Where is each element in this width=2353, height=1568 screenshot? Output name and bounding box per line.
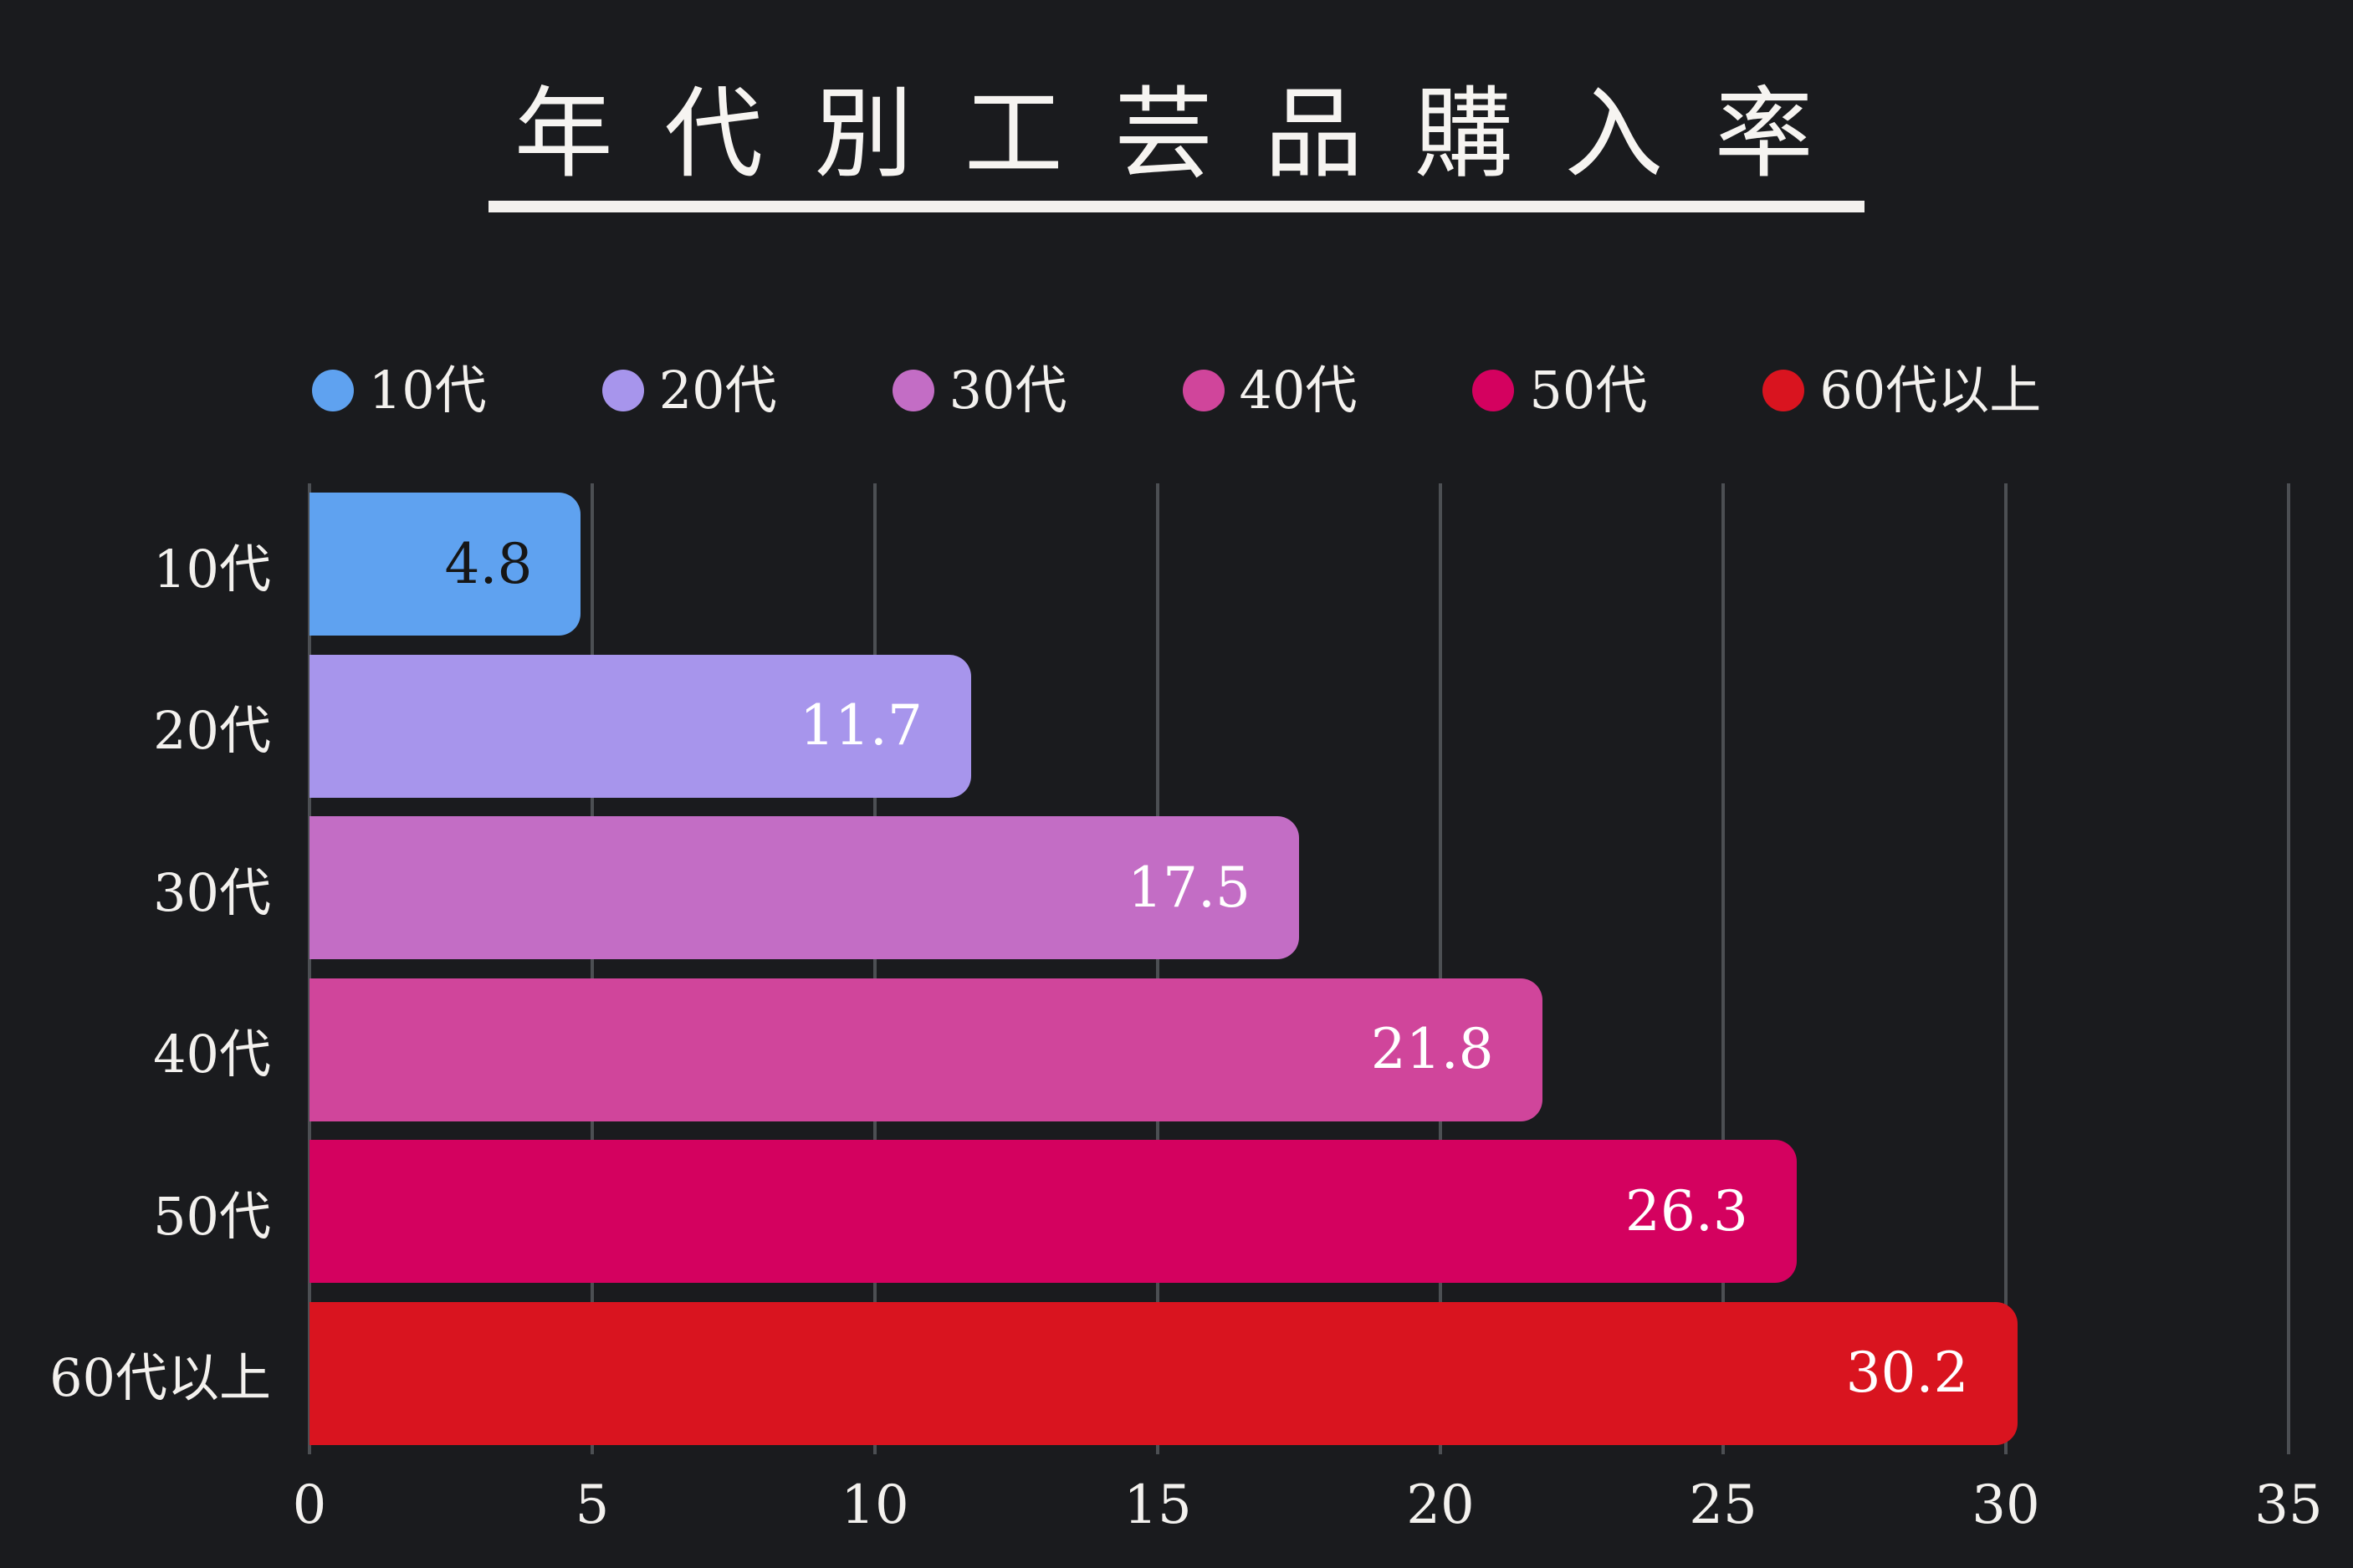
legend-swatch-icon: [311, 370, 354, 411]
x-axis-tick-5: 5: [575, 1474, 610, 1536]
bar-30代: 17.5: [309, 816, 1299, 960]
x-axis-tick-15: 15: [1123, 1474, 1192, 1536]
y-axis-label-10代: 10代: [153, 538, 271, 600]
plot-area: 4.8 11.7 17.5 21.8 26.3 30.2: [308, 483, 2290, 1454]
legend-swatch-icon: [1762, 370, 1805, 411]
legend: 10代 20代 30代 40代 50代 60代以上: [0, 365, 2353, 416]
bar-value-label: 26.3: [1624, 1178, 1748, 1244]
legend-swatch-icon: [601, 370, 644, 411]
y-axis-label-30代: 30代: [153, 861, 271, 923]
legend-item-50代: 50代: [1472, 365, 1647, 416]
legend-label: 40代: [1239, 360, 1358, 421]
gridline-x-25: [1721, 483, 1725, 1454]
legend-item-40代: 40代: [1182, 360, 1358, 421]
bar-value-label: 4.8: [444, 531, 533, 596]
gridline-x-5: [591, 483, 594, 1454]
legend-item-20代: 20代: [601, 360, 777, 421]
gridline-x-20: [1439, 483, 1442, 1454]
x-axis-tick-10: 10: [841, 1474, 909, 1536]
y-axis-labels: 10代 20代 30代 40代 50代 60代以上: [0, 483, 289, 1454]
x-axis-tick-20: 20: [1406, 1474, 1475, 1536]
bar-10代: 4.8: [309, 493, 581, 636]
bar-value-label: 30.2: [1845, 1341, 1969, 1406]
chart-title-wrap: 年代別工芸品購入率: [0, 79, 2353, 212]
bar-50代: 26.3: [309, 1140, 1797, 1284]
bar-20代: 11.7: [309, 654, 971, 798]
x-axis-ticks: 0 5 10 15 20 25 30 35: [293, 1474, 2323, 1545]
legend-swatch-icon: [892, 370, 934, 411]
bar-value-label: 17.5: [1128, 855, 1251, 920]
x-axis-tick-30: 30: [1972, 1474, 2040, 1536]
x-axis-tick-0: 0: [292, 1474, 327, 1536]
y-axis-label-50代: 50代: [153, 1185, 271, 1247]
legend-swatch-icon: [1182, 370, 1225, 411]
gridline-x-15: [1156, 483, 1159, 1454]
gridline-x-30: [2004, 483, 2008, 1454]
legend-label: 10代: [368, 360, 487, 421]
bar-value-label: 11.7: [799, 693, 923, 758]
legend-item-30代: 30代: [892, 360, 1067, 421]
bar-value-label: 21.8: [1370, 1017, 1494, 1082]
legend-label: 50代: [1529, 360, 1648, 421]
y-axis-label-20代: 20代: [153, 700, 271, 762]
y-axis-label-40代: 40代: [153, 1024, 271, 1085]
gridline-x-10: [873, 483, 877, 1454]
legend-swatch-icon: [1472, 370, 1515, 411]
bar-40代: 21.8: [309, 978, 1542, 1121]
chart-title: 年代別工芸品購入率: [489, 79, 1864, 212]
legend-item-10代: 10代: [311, 360, 487, 421]
x-axis-tick-25: 25: [1689, 1474, 1757, 1536]
legend-label: 30代: [949, 360, 1067, 421]
legend-label: 60代以上: [1819, 360, 2042, 421]
gridline-x-0: [308, 483, 311, 1454]
bar-60代以上: 30.2: [309, 1301, 2018, 1445]
legend-label: 20代: [658, 360, 777, 421]
x-axis-tick-35: 35: [2254, 1474, 2323, 1536]
y-axis-label-60代以上: 60代以上: [49, 1347, 271, 1409]
legend-item-60代以上: 60代以上: [1762, 365, 2041, 416]
gridline-x-35: [2287, 483, 2290, 1454]
